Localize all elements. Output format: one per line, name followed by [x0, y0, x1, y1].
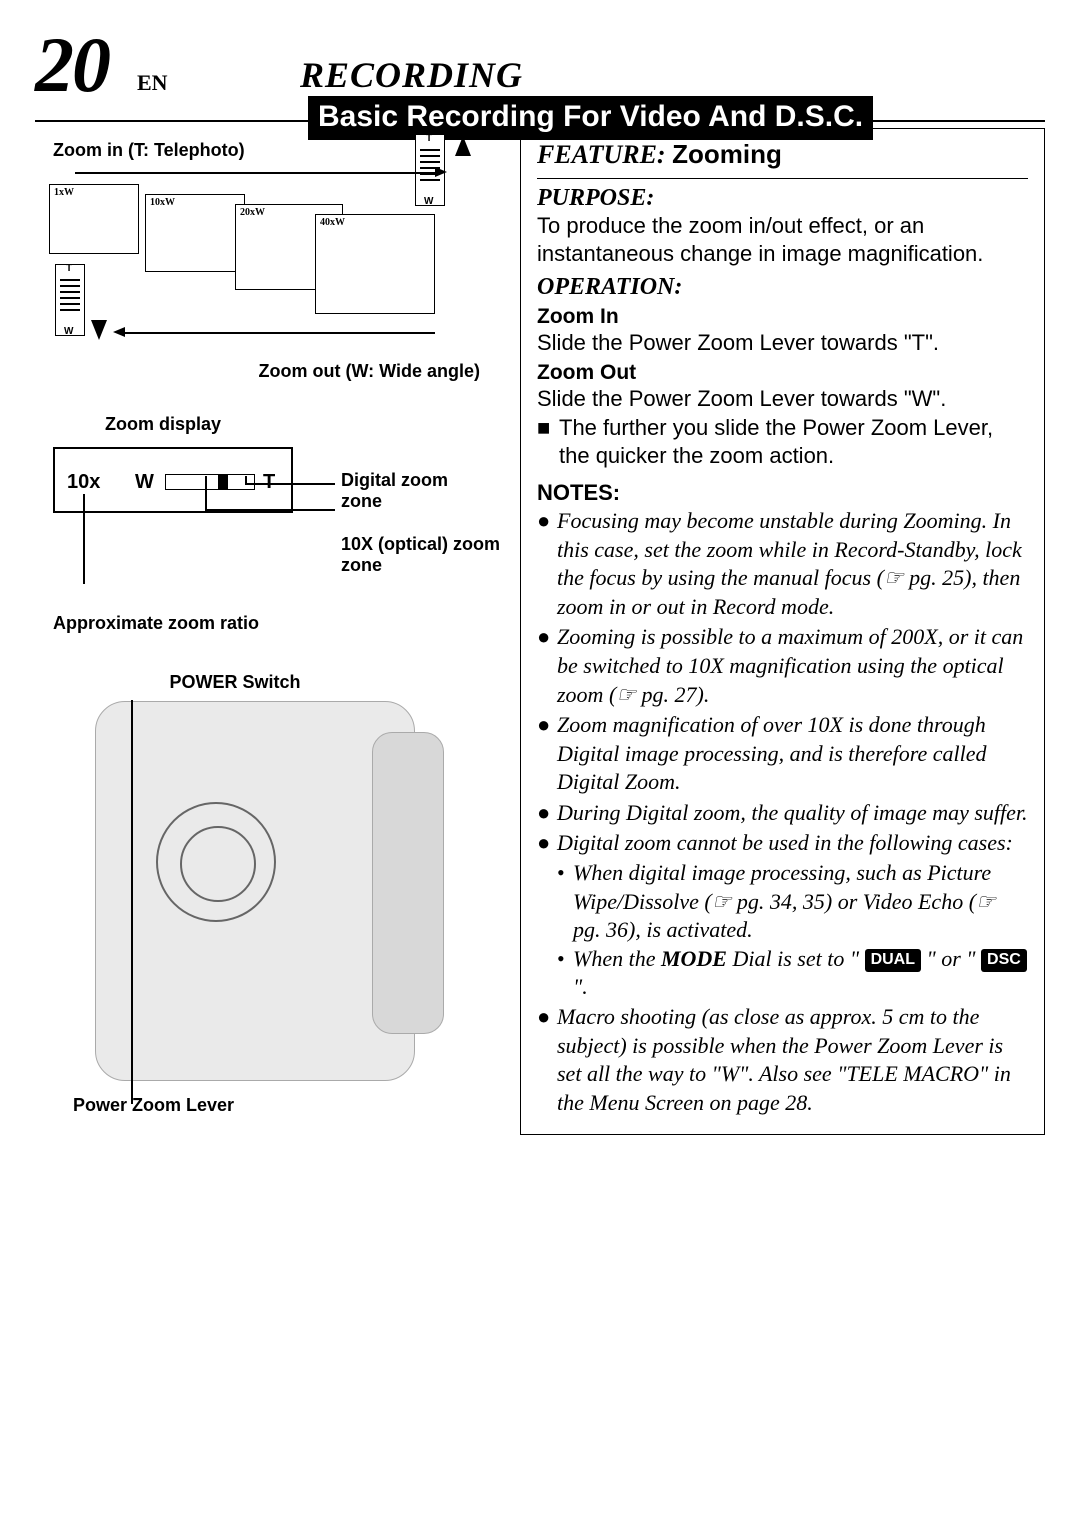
- purpose-heading: PURPOSE:: [537, 185, 1028, 212]
- feature-divider: [537, 178, 1028, 179]
- notes-list-cont: ●Macro shooting (as close as approx. 5 c…: [537, 1002, 1028, 1118]
- note-text: Zooming is possible to a maximum of 200X…: [557, 623, 1028, 709]
- note-sub-text-mode: When the MODE Dial is set to " DUAL " or…: [573, 945, 1028, 1002]
- zoom-diagram-art: 1xW 10xW 20xW 40xW T W: [45, 164, 475, 364]
- note-item: ●Zoom magnification of over 10X is done …: [537, 710, 1028, 798]
- title-italic: RECORDING: [300, 55, 523, 95]
- lever-lead-line: [131, 700, 133, 1104]
- zoom-display-box: 10x W T: [53, 447, 293, 513]
- frame-label-1x: 1xW: [54, 187, 74, 198]
- page-lang: EN: [137, 70, 168, 96]
- callout-line-ratio: [83, 494, 85, 584]
- zoom-display-figure: Zoom display 10x W T Digital zoom zone 1…: [35, 414, 490, 634]
- callout-line-digital-h: [245, 483, 335, 485]
- feature-name: Zooming: [672, 139, 782, 169]
- note-sub-item: • When the MODE Dial is set to " DUAL " …: [557, 945, 1028, 1002]
- approx-zoom-ratio-caption: Approximate zoom ratio: [53, 613, 490, 634]
- frame-label-10x: 10xW: [150, 197, 175, 208]
- arrow-left-icon: [113, 327, 125, 337]
- zoom-bar: [165, 474, 255, 490]
- note-sub-item: •When digital image processing, such as …: [557, 859, 1028, 945]
- note-text: Zoom magnification of over 10X is done t…: [557, 711, 1028, 797]
- zoom-out-line: [125, 332, 435, 334]
- notes-list: ●Focusing may become unstable during Zoo…: [537, 506, 1028, 859]
- zoom-slider-side: T W: [55, 264, 85, 336]
- digital-zoom-callout: Digital zoom zone: [341, 470, 491, 511]
- feature-heading: FEATURE: Zooming: [537, 139, 1028, 170]
- purpose-text: To produce the zoom in/out effect, or an…: [537, 212, 1028, 268]
- note-text: Digital zoom cannot be used in the follo…: [557, 829, 1013, 858]
- callout-line-optical-v: [205, 476, 207, 510]
- note-item: ●During Digital zoom, the quality of ima…: [537, 798, 1028, 829]
- page-number: 20: [35, 20, 109, 110]
- title-bar: RECORDING Basic Recording For Video And …: [300, 54, 1045, 100]
- arrow-right-icon: [435, 167, 447, 177]
- zoom-out-label: Zoom out (W: Wide angle): [259, 361, 480, 382]
- note-text: During Digital zoom, the quality of imag…: [557, 799, 1028, 828]
- feature-panel: FEATURE: Zooming PURPOSE: To produce the…: [520, 128, 1045, 1135]
- optical-zoom-callout: 10X (optical) zoom zone: [341, 534, 501, 575]
- callout-line-optical-h: [205, 509, 335, 511]
- note-item: ●Digital zoom cannot be used in the foll…: [537, 828, 1028, 859]
- notes-heading: NOTES:: [537, 480, 1028, 506]
- slider-t-label: T: [426, 133, 432, 144]
- dual-pill: DUAL: [865, 949, 921, 972]
- note-item: ●Zooming is possible to a maximum of 200…: [537, 622, 1028, 710]
- zoom-display-title: Zoom display: [105, 414, 490, 435]
- mode-word: MODE: [661, 946, 727, 971]
- camera-lens-icon: [156, 802, 276, 922]
- feature-label: FEATURE:: [537, 140, 666, 169]
- operation-heading: OPERATION:: [537, 274, 1028, 301]
- zoom-ratio-value: 10x: [67, 471, 100, 494]
- slider-side-t: T: [66, 263, 72, 274]
- page-header: 20 EN RECORDING Basic Recording For Vide…: [35, 30, 1045, 102]
- zoom-in-line: [75, 172, 435, 174]
- note-text: Focusing may become unstable during Zoom…: [557, 507, 1028, 621]
- frame-label-20x: 20xW: [240, 207, 265, 218]
- zoom-diagram: Zoom in (T: Telephoto) 1xW 10xW 20xW 40x…: [35, 134, 490, 374]
- note-item: ●Macro shooting (as close as approx. 5 c…: [537, 1002, 1028, 1118]
- note-text: Macro shooting (as close as approx. 5 cm…: [557, 1003, 1028, 1117]
- note-sub-text: When digital image processing, such as P…: [573, 859, 1028, 945]
- note-item: ●Focusing may become unstable during Zoo…: [537, 506, 1028, 622]
- power-zoom-lever-label: Power Zoom Lever: [73, 1095, 490, 1116]
- arrow-down-icon: [91, 320, 107, 340]
- zoom-out-bullet: ■ The further you slide the Power Zoom L…: [537, 414, 1028, 470]
- zoom-in-label: Zoom in (T: Telephoto): [53, 140, 245, 161]
- dsc-pill: DSC: [981, 949, 1027, 972]
- left-column: Zoom in (T: Telephoto) 1xW 10xW 20xW 40x…: [35, 122, 490, 1135]
- zoom-w-label: W: [135, 471, 154, 494]
- frame-label-40x: 40xW: [320, 217, 345, 228]
- camera-illustration: [95, 701, 415, 1081]
- square-bullet-icon: ■: [537, 414, 559, 470]
- power-switch-label: POWER Switch: [35, 672, 435, 693]
- arrow-up-icon: [455, 136, 471, 156]
- zoom-in-text: Slide the Power Zoom Lever towards "T".: [537, 329, 1028, 357]
- zoom-out-subhead: Zoom Out: [537, 361, 1028, 385]
- zoom-in-subhead: Zoom In: [537, 305, 1028, 329]
- camera-figure: POWER Switch Power Zoom Lever: [35, 672, 490, 1116]
- notes-sublist: •When digital image processing, such as …: [557, 859, 1028, 1002]
- slider-side-w: W: [64, 326, 73, 337]
- slider-w-label: W: [424, 196, 433, 207]
- zoom-out-text: Slide the Power Zoom Lever towards "W".: [537, 385, 1028, 413]
- zoom-out-bullet-text: The further you slide the Power Zoom Lev…: [559, 414, 1028, 470]
